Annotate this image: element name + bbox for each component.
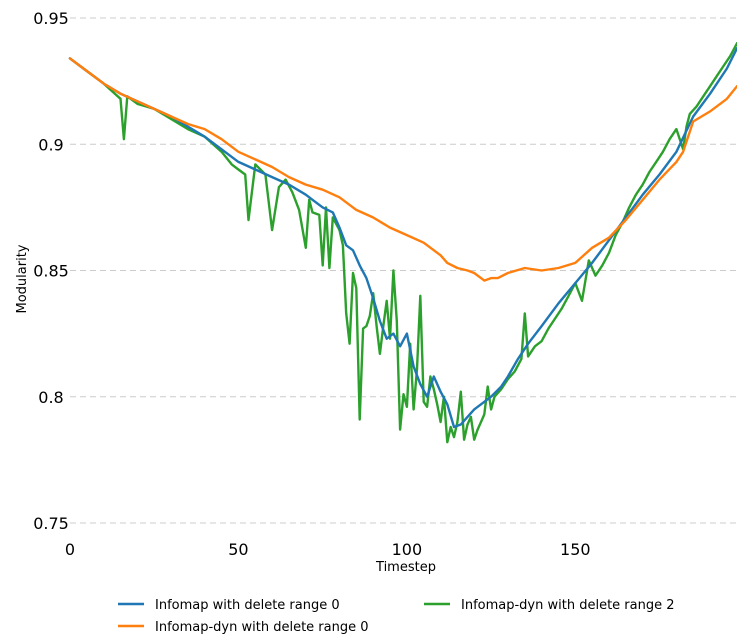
x-tick-label: 50 bbox=[228, 540, 248, 559]
y-tick-label: 0.75 bbox=[33, 514, 69, 533]
y-tick-label: 0.8 bbox=[38, 388, 63, 407]
legend-label-2: Infomap-dyn with delete range 2 bbox=[461, 598, 675, 613]
series-line-1 bbox=[68, 57, 737, 282]
y-tick-label: 0.95 bbox=[33, 9, 69, 28]
y-tick-label: 0.9 bbox=[38, 135, 63, 154]
x-axis-label: Timestep bbox=[375, 560, 436, 575]
series-line-2 bbox=[68, 42, 737, 444]
x-tick-label: 150 bbox=[560, 540, 591, 559]
series-lines bbox=[68, 42, 737, 444]
legend-label-1: Infomap-dyn with delete range 0 bbox=[155, 620, 369, 635]
y-axis-label: Modularity bbox=[15, 244, 30, 313]
series-line-0 bbox=[68, 47, 737, 429]
legend-label-0: Infomap with delete range 0 bbox=[155, 598, 340, 613]
legend: Infomap with delete range 0 Infomap-dyn w… bbox=[118, 598, 675, 635]
grid-lines bbox=[70, 17, 737, 524]
x-tick-label: 100 bbox=[392, 540, 423, 559]
x-tick-label: 0 bbox=[65, 540, 75, 559]
x-tick-labels: 0 50 100 150 bbox=[65, 540, 591, 559]
y-tick-label: 0.85 bbox=[33, 262, 69, 281]
y-tick-labels: 0.75 0.8 0.85 0.9 0.95 bbox=[33, 9, 69, 533]
